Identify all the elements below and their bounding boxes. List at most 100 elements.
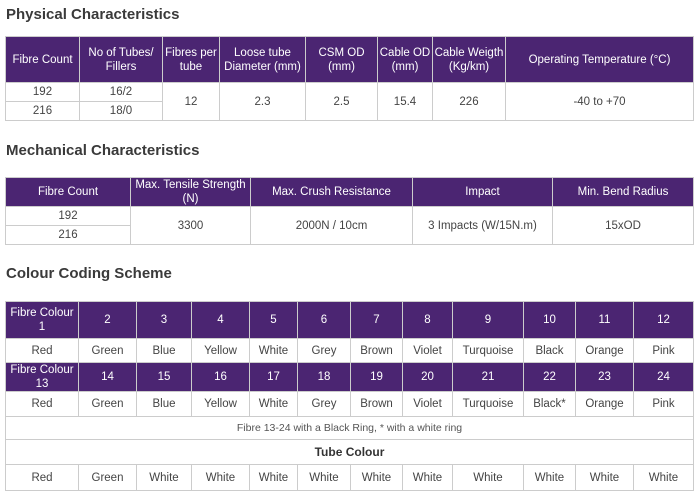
colour-cell: Brown: [350, 391, 403, 417]
colour-cell: White: [249, 391, 298, 417]
table-row: 216: [5, 225, 694, 245]
colour-table: Fibre Colour 1 2 3 4 5 6 7 8 9 10 11 12 …: [5, 301, 694, 491]
colour-cell: Red: [5, 338, 79, 363]
fibre-number: 22: [523, 362, 576, 392]
tube-colour-cell: White: [633, 464, 694, 491]
tube-colour-cell: White: [402, 464, 453, 491]
fibre-number: 19: [350, 362, 403, 392]
loose-tube-diameter-cell: 2.3: [219, 82, 306, 121]
colour-cell: Brown: [350, 338, 403, 363]
colour-cell: White: [249, 338, 298, 363]
tube-colour-cell: White: [575, 464, 634, 491]
colour-cell: Black*: [523, 391, 576, 417]
colour-cell: Pink: [633, 338, 694, 363]
fibre-count-cell: 192: [5, 206, 131, 226]
fibre-number: 24: [633, 362, 694, 392]
tube-colour-cell: White: [452, 464, 524, 491]
header-bend-radius: Min. Bend Radius: [552, 177, 694, 207]
operating-temperature-cell: -40 to +70: [505, 82, 694, 121]
tube-colour-cell: White: [350, 464, 403, 491]
table-row: Red Green Blue Yellow White Grey Brown V…: [5, 338, 694, 363]
header-cable-od: Cable OD (mm): [377, 36, 433, 83]
fibre-number: 17: [249, 362, 298, 392]
tubes-cell: 18/0: [79, 101, 163, 121]
tube-colour-title: Tube Colour: [5, 439, 694, 465]
colour-cell: Grey: [297, 338, 351, 363]
header-tubes-fillers: No of Tubes/ Fillers: [79, 36, 163, 83]
tube-colour-cell: White: [191, 464, 250, 491]
table-row: 192 16/2 12 2.3 2.5 15.4 226 -40 to +70: [5, 82, 694, 121]
tube-colour-cell: White: [523, 464, 576, 491]
fibre-count-cell: 216: [5, 225, 131, 245]
table-row: 192 3300 2000N / 10cm 3 Impacts (W/15N.m…: [5, 206, 694, 245]
tensile-cell: 3300: [130, 206, 251, 245]
fibre-number: 6: [297, 301, 351, 339]
fibre-number: 2: [78, 301, 137, 339]
tube-colour-cell: Green: [78, 464, 137, 491]
fibre-number: 10: [523, 301, 576, 339]
table-row: Red Green White White White White White …: [5, 464, 694, 491]
colour-cell: Violet: [402, 391, 453, 417]
colour-title: Colour Coding Scheme: [6, 265, 172, 282]
fibre-number: 23: [575, 362, 634, 392]
fibre-number: 7: [350, 301, 403, 339]
colour-cell: Orange: [575, 391, 634, 417]
tube-colour-cell: White: [136, 464, 192, 491]
header-fibres-per-tube: Fibres per tube: [162, 36, 220, 83]
fibre-number: 5: [249, 301, 298, 339]
colour-cell: Green: [78, 338, 137, 363]
fibre-colour-13-label: Fibre Colour 13: [5, 362, 79, 392]
cable-weight-cell: 226: [432, 82, 506, 121]
fibre-number: 11: [575, 301, 634, 339]
fibre-number: 16: [191, 362, 250, 392]
colour-cell: Yellow: [191, 338, 250, 363]
impact-cell: 3 Impacts (W/15N.m): [412, 206, 553, 245]
mechanical-title: Mechanical Characteristics: [6, 142, 200, 159]
cable-od-cell: 15.4: [377, 82, 433, 121]
fibre-number: 18: [297, 362, 351, 392]
table-row: Fibre Colour 1 2 3 4 5 6 7 8 9 10 11 12: [5, 301, 694, 339]
fibre-number: 4: [191, 301, 250, 339]
fibre-number: 3: [136, 301, 192, 339]
header-crush-resistance: Max. Crush Resistance: [250, 177, 413, 207]
fibre-number: 9: [452, 301, 524, 339]
fibre-number: 14: [78, 362, 137, 392]
colour-cell: Turquoise: [452, 338, 524, 363]
mechanical-table: Fibre Count Max. Tensile Strength (N) Ma…: [5, 177, 694, 245]
fibres-per-tube-cell: 12: [162, 82, 220, 121]
table-row: Fibre 13-24 with a Black Ring, * with a …: [5, 416, 694, 440]
crush-cell: 2000N / 10cm: [250, 206, 413, 245]
colour-cell: Turquoise: [452, 391, 524, 417]
colour-cell: Violet: [402, 338, 453, 363]
header-cable-weight: Cable Weigth (Kg/km): [432, 36, 506, 83]
tube-colour-cell: White: [249, 464, 298, 491]
colour-cell: Pink: [633, 391, 694, 417]
fibre-number: 15: [136, 362, 192, 392]
header-fibre-count: Fibre Count: [5, 177, 131, 207]
fibre-count-cell: 216: [5, 101, 80, 121]
fibre-count-cell: 192: [5, 82, 80, 102]
header-operating-temperature: Operating Temperature (°C): [505, 36, 694, 83]
physical-title: Physical Characteristics: [6, 6, 180, 23]
colour-cell: Blue: [136, 338, 192, 363]
colour-cell: Green: [78, 391, 137, 417]
header-fibre-count: Fibre Count: [5, 36, 80, 83]
header-tensile-strength: Max. Tensile Strength (N): [130, 177, 251, 207]
table-row: Fibre Colour 13 14 15 16 17 18 19 20 21 …: [5, 362, 694, 392]
table-row: Tube Colour: [5, 439, 694, 465]
ring-note: Fibre 13-24 with a Black Ring, * with a …: [5, 416, 694, 440]
physical-table: Fibre Count No of Tubes/ Fillers Fibres …: [5, 36, 694, 121]
tubes-cell: 16/2: [79, 82, 163, 102]
fibre-colour-1-label: Fibre Colour 1: [5, 301, 79, 339]
fibre-number: 12: [633, 301, 694, 339]
header-csm-od: CSM OD (mm): [305, 36, 378, 83]
csm-od-cell: 2.5: [305, 82, 378, 121]
fibre-number: 8: [402, 301, 453, 339]
colour-cell: Grey: [297, 391, 351, 417]
colour-cell: Yellow: [191, 391, 250, 417]
fibre-number: 20: [402, 362, 453, 392]
bend-radius-cell: 15xOD: [552, 206, 694, 245]
table-row: Red Green Blue Yellow White Grey Brown V…: [5, 391, 694, 417]
table-row: 216 18/0: [5, 101, 694, 121]
colour-cell: Blue: [136, 391, 192, 417]
